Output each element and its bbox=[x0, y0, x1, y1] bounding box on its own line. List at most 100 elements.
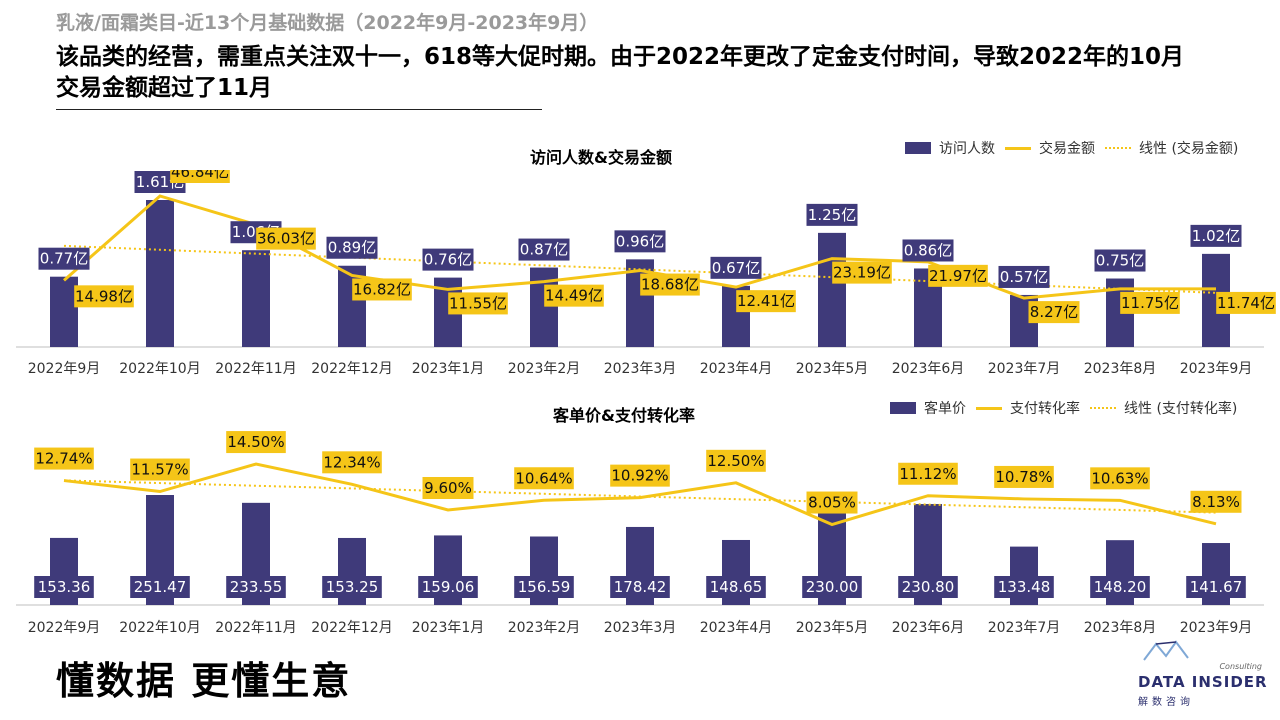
headline-underline bbox=[56, 109, 542, 110]
legend-avg-price: 客单价 bbox=[890, 398, 966, 418]
x-tick-label: 2023年9月 bbox=[1180, 361, 1253, 377]
legend-conversion-trend: 线性 (支付转化率) bbox=[1090, 398, 1237, 418]
data-label-conversion: 10.78% bbox=[995, 468, 1052, 486]
data-label-sales: 36.03亿 bbox=[257, 230, 315, 248]
data-label-visitors-bg bbox=[422, 248, 474, 271]
data-label-visitors-bg bbox=[1094, 249, 1146, 272]
x-tick-label: 2023年5月 bbox=[796, 620, 869, 636]
data-label-avg-price: 178.42 bbox=[614, 578, 667, 596]
data-label-avg-price-bg bbox=[226, 576, 286, 598]
logo-text: DATA INSIDER bbox=[1138, 673, 1268, 691]
x-tick-label: 2022年12月 bbox=[311, 620, 392, 636]
data-label-conversion-bg bbox=[610, 464, 670, 487]
data-label-avg-price-bg bbox=[898, 576, 958, 598]
chart1-title: 访问人数&交易金额 bbox=[530, 148, 672, 167]
x-tick-label: 2023年6月 bbox=[892, 620, 965, 636]
x-tick-label: 2022年11月 bbox=[215, 620, 296, 636]
data-insider-logo: Consulting DATA INSIDER 解数咨询 bbox=[1138, 640, 1267, 708]
x-tick-label: 2023年5月 bbox=[796, 361, 869, 377]
logo-mark-icon bbox=[1143, 640, 1189, 661]
x-tick-label: 2023年4月 bbox=[700, 620, 773, 636]
bar-visitors bbox=[50, 276, 78, 347]
data-label-sales: 14.49亿 bbox=[545, 287, 603, 305]
data-label-visitors-bg bbox=[38, 247, 90, 270]
data-label-conversion: 9.60% bbox=[424, 479, 472, 497]
data-label-avg-price: 148.20 bbox=[1094, 578, 1147, 596]
data-label-conversion-bg bbox=[34, 447, 94, 470]
data-label-conversion: 8.05% bbox=[808, 494, 856, 512]
data-label-conversion: 10.63% bbox=[1091, 469, 1148, 487]
data-label-avg-price-bg bbox=[1090, 576, 1150, 598]
logo-cn: 解数咨询 bbox=[1138, 697, 1194, 708]
data-label-conversion: 8.13% bbox=[1192, 493, 1240, 511]
legend-sales: 交易金额 bbox=[1005, 138, 1095, 158]
data-label-sales: 8.27亿 bbox=[1030, 303, 1078, 321]
bar-visitors bbox=[146, 200, 174, 347]
data-label-sales-bg bbox=[1028, 301, 1080, 324]
data-label-avg-price: 233.55 bbox=[230, 578, 283, 596]
data-label-sales: 11.74亿 bbox=[1217, 294, 1275, 312]
data-label-visitors: 0.57亿 bbox=[1000, 268, 1048, 286]
x-tick-label: 2022年9月 bbox=[28, 361, 101, 377]
data-label-avg-price: 230.80 bbox=[902, 578, 955, 596]
data-label-conversion-bg bbox=[130, 458, 190, 481]
data-label-sales: 16.82亿 bbox=[353, 280, 411, 298]
data-label-avg-price: 133.48 bbox=[998, 578, 1051, 596]
data-label-conversion: 12.50% bbox=[707, 452, 764, 470]
data-label-conversion: 12.34% bbox=[323, 453, 380, 471]
data-label-avg-price: 156.59 bbox=[518, 578, 571, 596]
x-tick-label: 2022年11月 bbox=[215, 361, 296, 377]
data-label-conversion-bg bbox=[994, 465, 1054, 488]
data-label-visitors: 0.75亿 bbox=[1096, 252, 1144, 270]
x-tick-label: 2023年6月 bbox=[892, 361, 965, 377]
x-tick-label: 2023年9月 bbox=[1180, 620, 1253, 636]
data-label-sales-bg bbox=[1120, 291, 1180, 314]
data-label-sales-bg bbox=[352, 278, 412, 301]
x-tick-label: 2023年1月 bbox=[412, 361, 485, 377]
data-label-visitors: 0.87亿 bbox=[520, 241, 568, 259]
data-label-avg-price-bg bbox=[130, 576, 190, 598]
legend-conversion: 支付转化率 bbox=[976, 398, 1080, 418]
data-label-conversion-bg bbox=[514, 467, 574, 490]
page-subtitle: 乳液/面霜类目-近13个月基础数据（2022年9月-2023年9月） bbox=[56, 12, 599, 34]
data-label-visitors-bg bbox=[614, 230, 666, 253]
data-label-conversion-bg bbox=[322, 451, 382, 474]
page-headline: 该品类的经营，需重点关注双十一，618等大促时期。由于2022年更改了定金支付时… bbox=[56, 44, 1185, 101]
data-label-sales-bg bbox=[256, 227, 316, 250]
data-label-avg-price-bg bbox=[322, 576, 382, 598]
x-tick-label: 2023年7月 bbox=[988, 620, 1061, 636]
data-label-visitors-bg bbox=[518, 238, 570, 261]
x-tick-label: 2023年2月 bbox=[508, 361, 581, 377]
x-tick-label: 2023年2月 bbox=[508, 620, 581, 636]
data-label-sales-bg bbox=[1216, 291, 1276, 314]
series-line-conversion bbox=[63, 462, 1217, 527]
data-label-avg-price: 141.67 bbox=[1190, 578, 1243, 596]
data-label-sales: 23.19亿 bbox=[833, 264, 891, 282]
x-tick-label: 2022年9月 bbox=[28, 620, 101, 636]
data-label-sales: 14.98亿 bbox=[75, 287, 133, 305]
x-tick-label: 2023年3月 bbox=[604, 620, 677, 636]
data-label-conversion: 14.50% bbox=[227, 433, 284, 451]
legend-sales-trend: 线性 (交易金额) bbox=[1105, 138, 1238, 158]
data-label-conversion-bg bbox=[806, 491, 858, 514]
data-label-avg-price-bg bbox=[802, 576, 862, 598]
data-label-visitors: 0.96亿 bbox=[616, 232, 664, 250]
data-label-visitors-bg bbox=[326, 236, 378, 259]
data-label-avg-price: 153.25 bbox=[326, 578, 379, 596]
data-label-conversion-bg bbox=[898, 462, 958, 485]
data-label-avg-price-bg bbox=[610, 576, 670, 598]
x-tick-label: 2023年7月 bbox=[988, 361, 1061, 377]
logo-consulting: Consulting bbox=[1219, 662, 1262, 671]
data-label-avg-price-bg bbox=[1186, 576, 1246, 598]
data-label-visitors: 0.86亿 bbox=[904, 241, 952, 259]
data-label-visitors-bg bbox=[710, 256, 762, 279]
data-label-visitors: 0.77亿 bbox=[40, 250, 88, 268]
data-label-avg-price-bg bbox=[34, 576, 94, 598]
data-label-visitors: 1.25亿 bbox=[808, 206, 856, 224]
chart2-legend: 客单价 支付转化率 线性 (支付转化率) bbox=[880, 398, 1237, 418]
data-label-avg-price-bg bbox=[514, 576, 574, 598]
data-label-conversion-bg bbox=[706, 449, 766, 472]
x-tick-label: 2023年4月 bbox=[700, 361, 773, 377]
data-label-sales-bg bbox=[736, 290, 796, 313]
